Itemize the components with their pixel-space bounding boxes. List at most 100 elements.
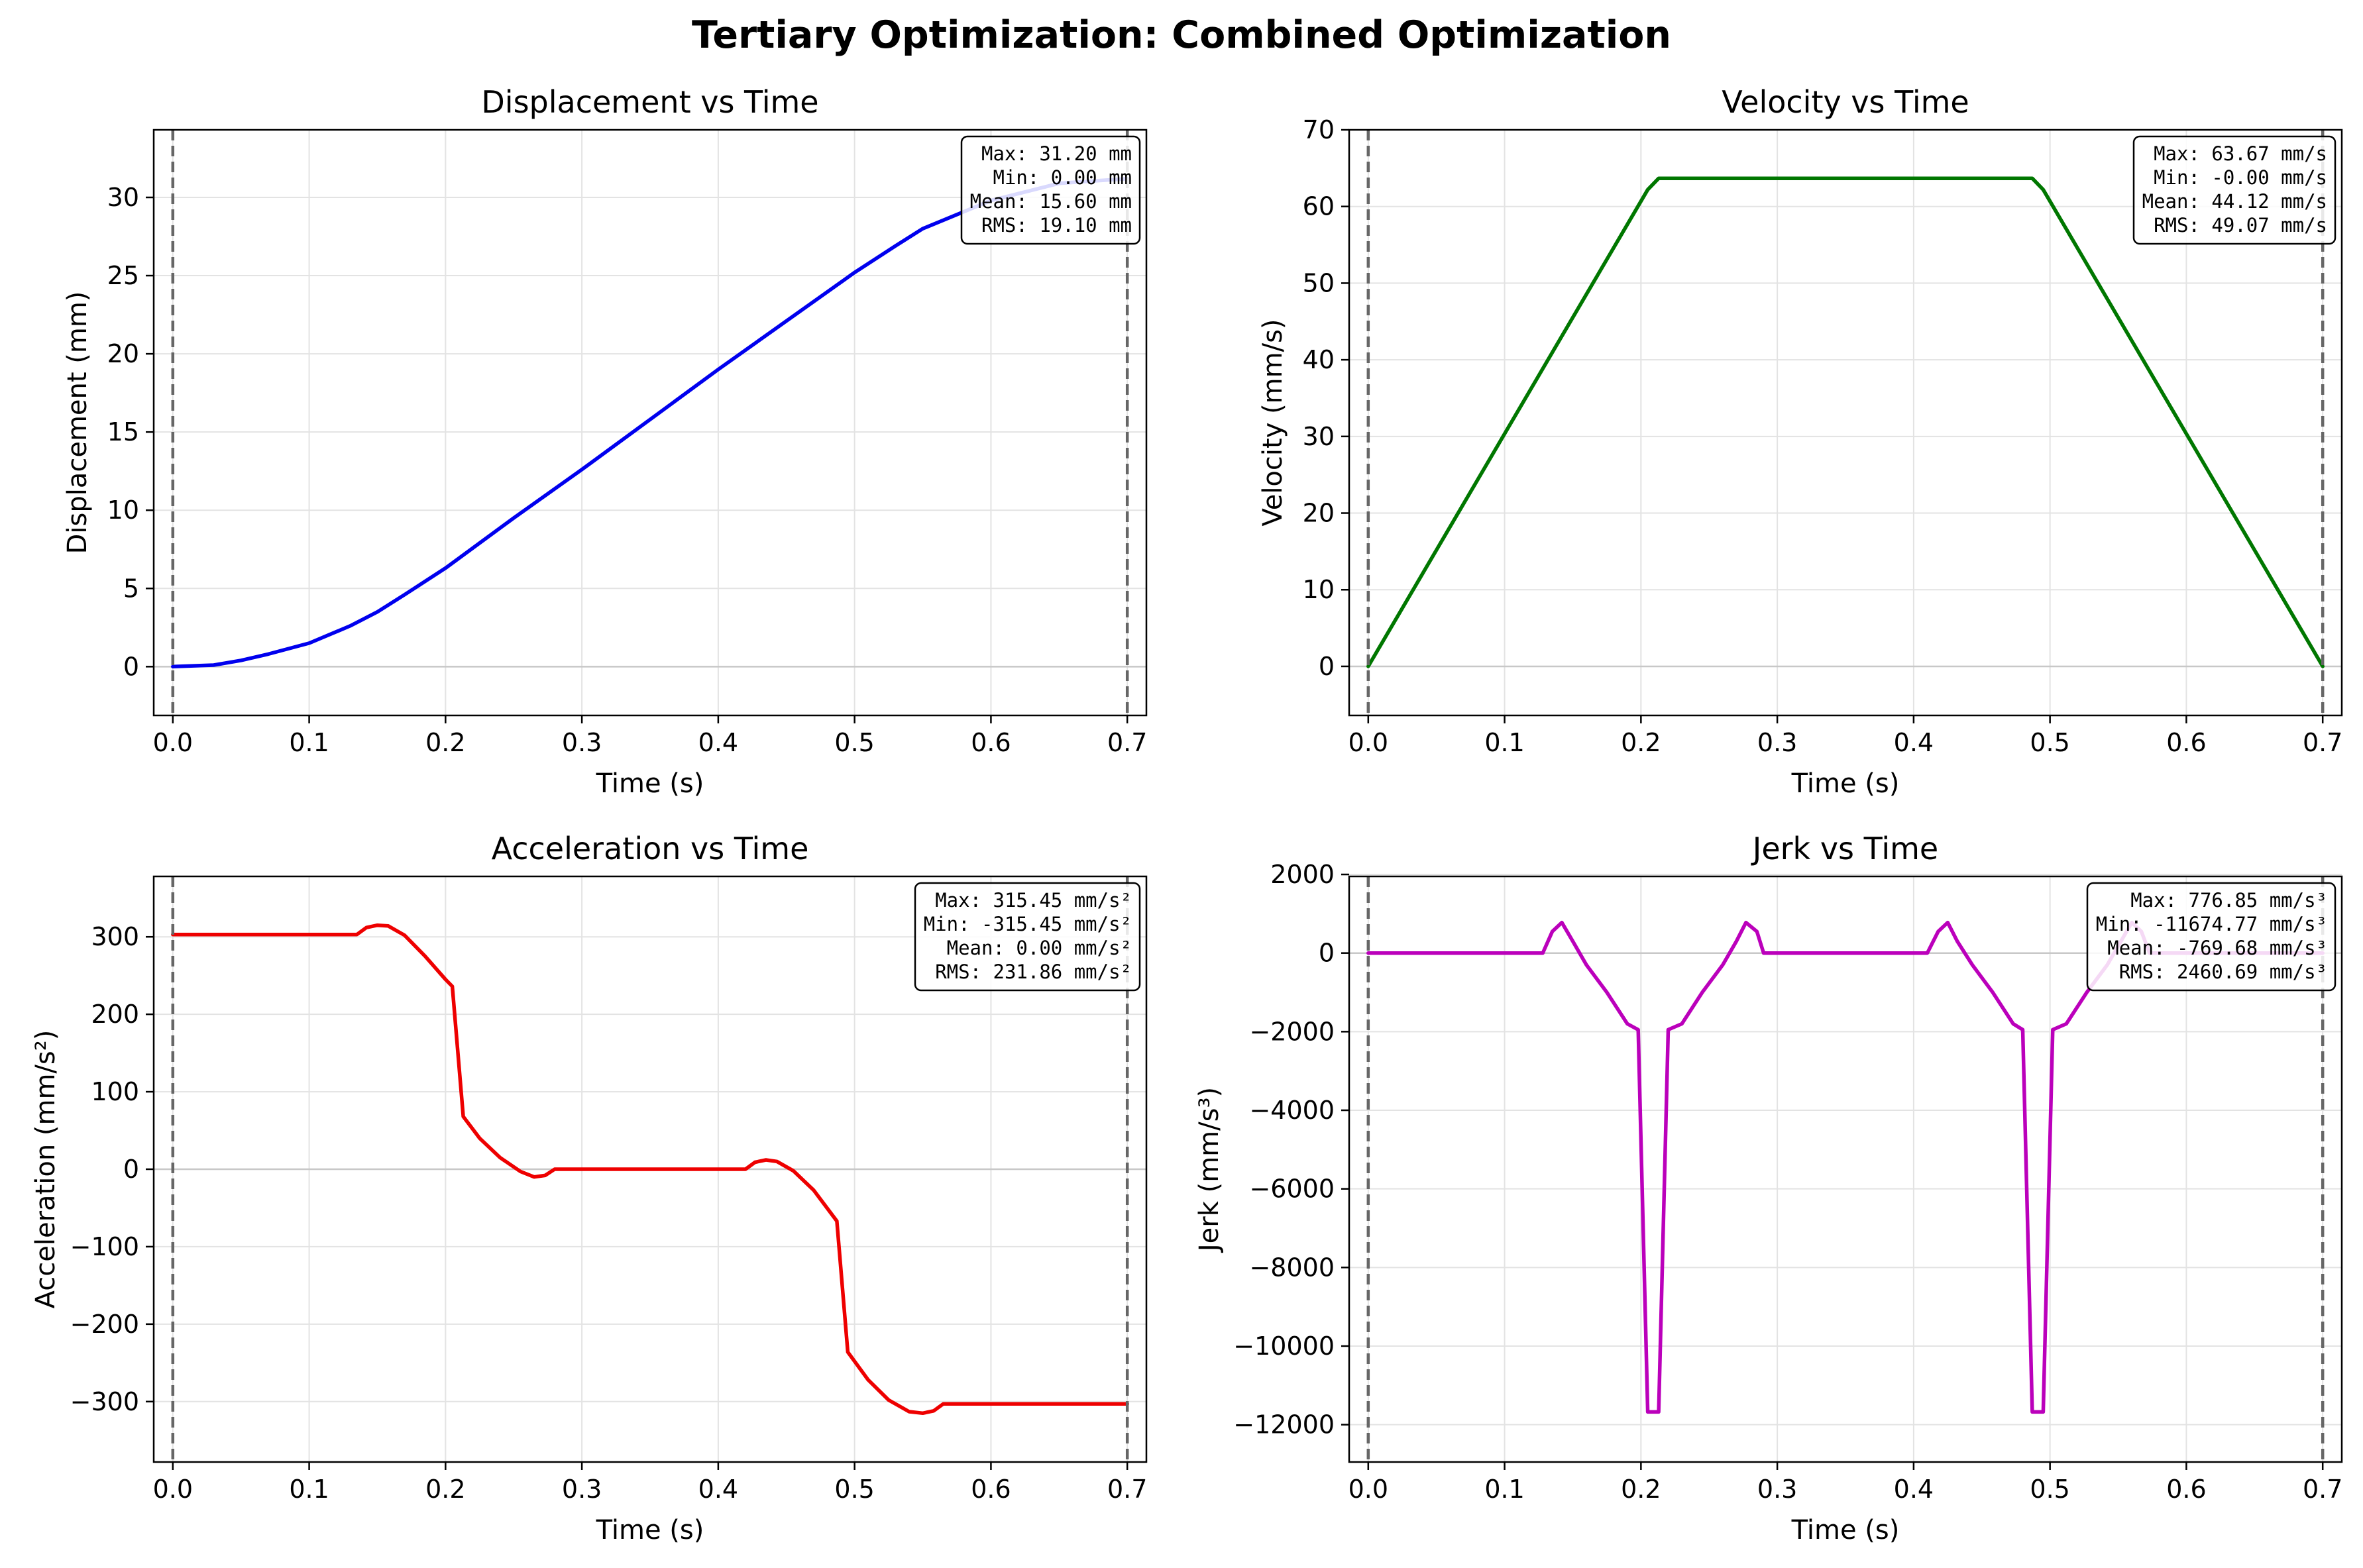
jerk-stats-box-frame [2086, 882, 2336, 992]
velocity-ytick-label: 10 [1303, 575, 1335, 604]
displacement-xtick-label: 0.4 [698, 728, 738, 757]
velocity-xtick-label: 0.3 [1757, 728, 1797, 757]
jerk-stat-line: Min: -11674.77 mm/s³ [2096, 913, 2327, 935]
acceleration-series-line [171, 923, 1129, 1416]
displacement-ytick-label: 10 [107, 496, 139, 525]
velocity-x-axis-label: Time (s) [1791, 768, 1900, 799]
velocity-xtick-label: 0.6 [2166, 728, 2206, 757]
acceleration-y-axis-label: Acceleration (mm/s²) [30, 1030, 61, 1309]
acceleration-subplot: 0.0 0.1 0.2 0.3 0.4 0.5 0.6 0.7 −300 −200 −100 0 100… [30, 831, 1147, 1545]
acceleration-ytick-label: 300 [91, 922, 139, 951]
jerk-ytick-label: 2000 [1270, 860, 1335, 889]
velocity-stat-line: Mean: 44.12 mm/s [2142, 190, 2327, 213]
displacement-ytick-label: 15 [107, 417, 139, 446]
velocity-xtick-label: 0.5 [2030, 728, 2069, 757]
velocity-ytick-label: 30 [1303, 422, 1335, 451]
displacement-xtick-label: 0.0 [153, 728, 193, 757]
jerk-axes-frame [1348, 875, 2343, 1463]
velocity-ytick-label: 0 [1319, 652, 1335, 681]
velocity-y-axis-label: Velocity (mm/s) [1258, 319, 1288, 526]
displacement-xtick-label: 0.5 [834, 728, 874, 757]
acceleration-stat-line: Max: 315.45 mm/s² [935, 889, 1132, 912]
velocity-stat-line: Min: -0.00 mm/s [2154, 166, 2327, 189]
velocity-xtick-label: 0.2 [1621, 728, 1661, 757]
acceleration-chart-title: Acceleration vs Time [492, 831, 809, 866]
acceleration-ytick-label: 0 [123, 1155, 139, 1184]
displacement-xtick-label: 0.3 [562, 728, 602, 757]
jerk-subplot: 0.0 0.1 0.2 0.3 0.4 0.5 0.6 0.7 −12000 −10000 −800… [1194, 831, 2342, 1545]
velocity-ytick-label: 40 [1303, 345, 1335, 374]
displacement-axes-frame [152, 129, 1148, 717]
displacement-subplot: 0.0 0.1 0.2 0.3 0.4 0.5 0.6 0.7 0 5 10 15 20 25 30 Disp… [62, 84, 1147, 799]
velocity-ytick-label: 60 [1303, 192, 1335, 221]
acceleration-stats-box-frame [914, 882, 1141, 992]
velocity-chart-title: Velocity vs Time [1722, 84, 1969, 120]
acceleration-xtick-label: 0.4 [698, 1475, 738, 1504]
jerk-x-axis-label: Time (s) [1791, 1515, 1900, 1545]
jerk-ytick-label: −8000 [1249, 1253, 1335, 1282]
acceleration-xtick-label: 0.0 [153, 1475, 193, 1504]
jerk-xtick-label: 0.6 [2166, 1475, 2206, 1504]
displacement-x-axis-label: Time (s) [596, 768, 704, 799]
displacement-stat-line: RMS: 19.10 mm [981, 214, 1132, 236]
jerk-ytick-label: −2000 [1249, 1017, 1335, 1046]
jerk-y-axis-label: Jerk (mm/s³) [1194, 1087, 1225, 1253]
jerk-xtick-label: 0.3 [1757, 1475, 1797, 1504]
acceleration-xtick-label: 0.7 [1107, 1475, 1147, 1504]
displacement-series-line [171, 176, 1129, 669]
acceleration-stat-line: Min: -315.45 mm/s² [924, 913, 1132, 935]
velocity-subplot: 0.0 0.1 0.2 0.3 0.4 0.5 0.6 0.7 0 10 20 30 40 50 60 70 V… [1258, 84, 2342, 799]
jerk-ytick-label: −10000 [1233, 1332, 1335, 1361]
velocity-ytick-label: 20 [1303, 499, 1335, 528]
jerk-ytick-label: 0 [1319, 939, 1335, 968]
jerk-ytick-label: −4000 [1249, 1096, 1335, 1125]
jerk-xtick-label: 0.5 [2030, 1475, 2069, 1504]
displacement-xtick-label: 0.6 [971, 728, 1011, 757]
jerk-series-line [1366, 920, 2325, 1414]
jerk-chart-title: Jerk vs Time [1751, 831, 1938, 866]
displacement-stat-line: Min: 0.00 mm [993, 166, 1132, 189]
subplots: 0.0 0.1 0.2 0.3 0.4 0.5 0.6 0.7 0 5 10 15 20 25 30 Disp… [30, 84, 2342, 1545]
acceleration-ytick-label: −100 [70, 1232, 139, 1261]
figure-title: Tertiary Optimization: Combined Optimiza… [692, 13, 1671, 57]
jerk-xtick-label: 0.4 [1894, 1475, 1934, 1504]
velocity-stat-line: Max: 63.67 mm/s [2154, 142, 2327, 165]
jerk-xtick-label: 0.1 [1484, 1475, 1524, 1504]
jerk-stat-line: Max: 776.85 mm/s³ [2130, 889, 2327, 912]
acceleration-xtick-label: 0.1 [289, 1475, 329, 1504]
acceleration-xtick-label: 0.5 [834, 1475, 874, 1504]
velocity-ytick-label: 50 [1303, 268, 1335, 297]
displacement-ytick-label: 30 [107, 183, 139, 212]
velocity-xtick-label: 0.0 [1348, 728, 1388, 757]
acceleration-x-axis-label: Time (s) [596, 1515, 704, 1545]
velocity-xtick-label: 0.7 [2303, 728, 2342, 757]
displacement-ytick-label: 0 [123, 652, 139, 681]
displacement-chart-title: Displacement vs Time [481, 84, 818, 120]
acceleration-xtick-label: 0.3 [562, 1475, 602, 1504]
velocity-stat-line: RMS: 49.07 mm/s [2154, 214, 2327, 236]
jerk-stat-line: RMS: 2460.69 mm/s³ [2119, 961, 2327, 983]
displacement-ytick-label: 5 [123, 574, 139, 603]
displacement-stat-line: Max: 31.20 mm [981, 142, 1132, 165]
jerk-ytick-label: −12000 [1233, 1410, 1335, 1439]
acceleration-ytick-label: 100 [91, 1077, 139, 1106]
acceleration-xtick-label: 0.2 [425, 1475, 465, 1504]
displacement-xtick-label: 0.2 [425, 728, 465, 757]
jerk-xtick-label: 0.7 [2303, 1475, 2342, 1504]
jerk-xtick-label: 0.2 [1621, 1475, 1661, 1504]
acceleration-stat-line: Mean: 0.00 mm/s² [947, 937, 1132, 959]
displacement-ytick-label: 20 [107, 339, 139, 368]
acceleration-ytick-label: −200 [70, 1310, 139, 1339]
acceleration-stat-line: RMS: 231.86 mm/s² [935, 961, 1132, 983]
displacement-xtick-label: 0.1 [289, 728, 329, 757]
displacement-stats-box-frame [960, 135, 1141, 245]
velocity-stats-box-frame [2132, 135, 2336, 245]
acceleration-ytick-label: −300 [70, 1387, 139, 1416]
velocity-axes-frame [1348, 129, 2343, 717]
displacement-y-axis-label: Displacement (mm) [62, 291, 93, 554]
